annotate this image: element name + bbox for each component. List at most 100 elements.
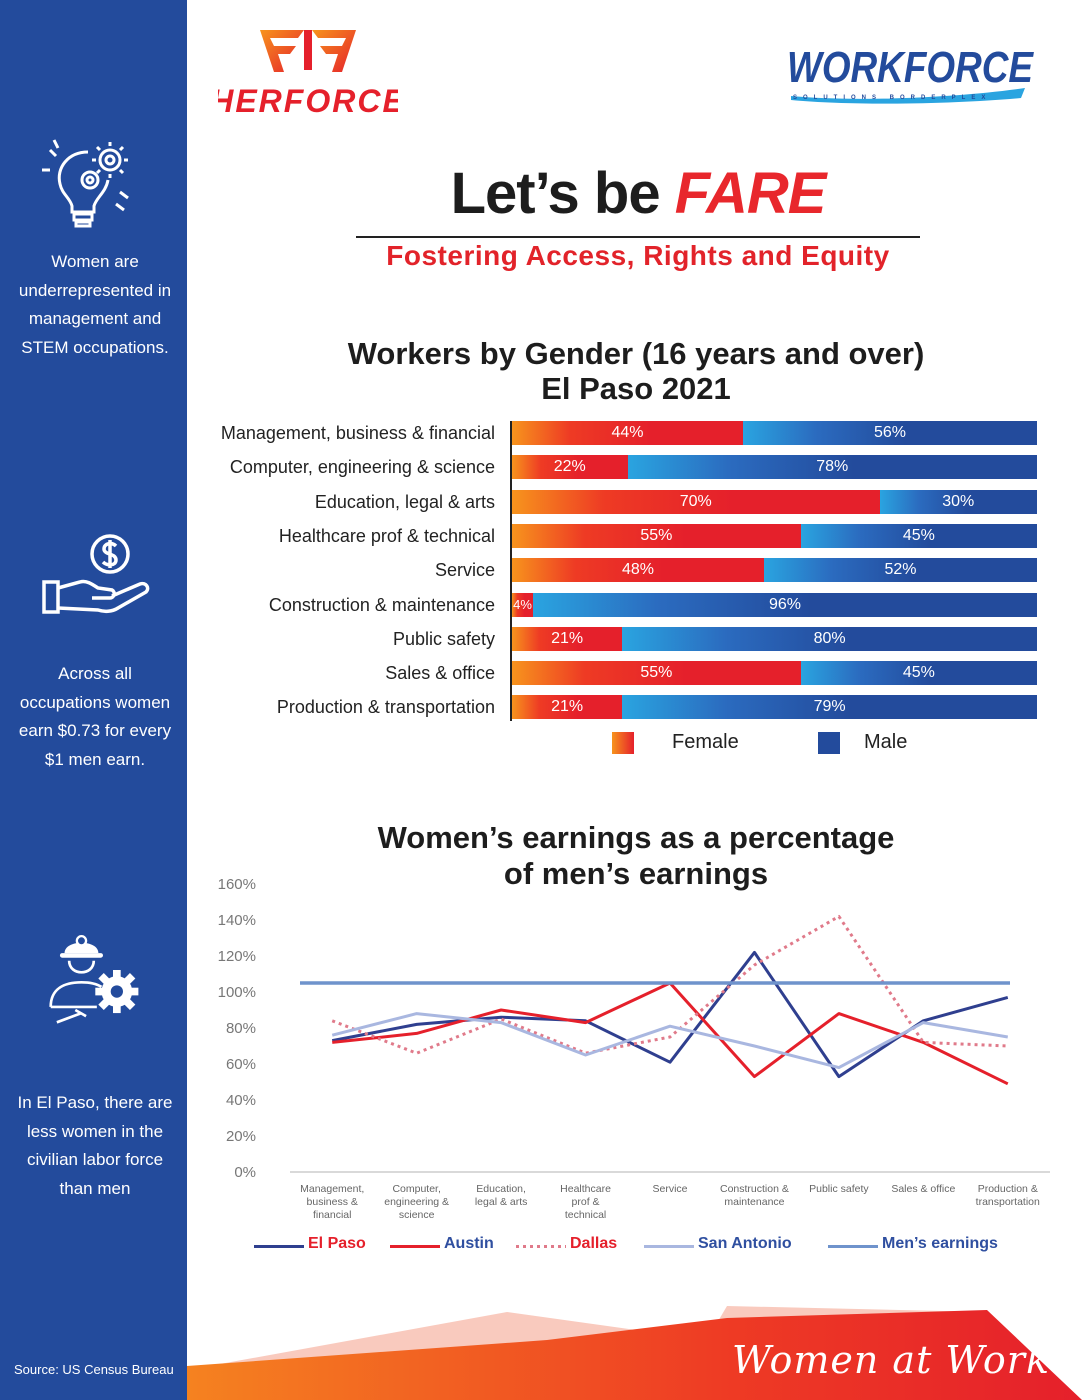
bar-track: 48% 52%	[512, 558, 1037, 583]
page-subtitle: Fostering Access, Rights and Equity	[386, 240, 890, 271]
bar-chart-title-line2: El Paso 2021	[541, 371, 731, 406]
source-note: Source: US Census Bureau	[14, 1362, 174, 1377]
bar-male-segment: 30%	[879, 489, 1037, 514]
series-line-el-paso	[331, 950, 1009, 1079]
bar-male-segment: 45%	[800, 523, 1037, 548]
lightbulb-gears-icon	[42, 139, 129, 228]
bar-female-segment: 48%	[512, 558, 764, 583]
fact-management-stem: Women are underrepresented in management…	[18, 252, 172, 357]
worker-gear-icon	[49, 935, 139, 1024]
bar-female-segment: 55%	[512, 661, 801, 686]
legend-label: Dallas	[570, 1235, 618, 1252]
legend-swatch	[254, 1245, 304, 1248]
bar-category-label: Healthcare prof & technical	[278, 525, 495, 546]
x-tick-label: Healthcare prof & technical	[560, 1183, 611, 1221]
bar-female-segment: 4%	[512, 592, 533, 617]
legend-label: Austin	[444, 1235, 494, 1252]
y-tick-label: 20%	[226, 1128, 256, 1145]
x-tick-label: Computer, engineering & science	[384, 1183, 449, 1221]
bar-row: Healthcare prof & technical 55% 45%	[190, 523, 1050, 549]
x-tick-label: Sales & office	[891, 1183, 955, 1195]
legend-label: El Paso	[308, 1235, 366, 1252]
legend-male-label: Male	[864, 731, 908, 753]
svg-text:SOLUTIONS BORDERPLEX: SOLUTIONS BORDERPLEX	[793, 95, 991, 101]
bar-category-label: Sales & office	[385, 663, 495, 684]
bar-track: 55% 45%	[512, 661, 1037, 686]
bar-category-label: Production & transportation	[276, 697, 495, 718]
x-tick-label: Management, business & financial	[300, 1183, 364, 1221]
footer-banner	[187, 1306, 1082, 1400]
bar-female-segment: 55%	[512, 523, 801, 548]
y-tick-label: 120%	[218, 948, 256, 965]
legend-male-swatch	[818, 732, 840, 754]
bar-row: Construction & maintenance 4% 96%	[190, 592, 1050, 618]
bar-male-segment: 80%	[622, 626, 1037, 651]
bar-category-label: Computer, engineering & science	[229, 457, 495, 478]
y-tick-label: 60%	[226, 1056, 256, 1073]
x-tick-label: Service	[652, 1183, 687, 1195]
fact-labor-force: In El Paso, there are less women in the …	[17, 1093, 173, 1198]
y-tick-label: 40%	[226, 1092, 256, 1109]
legend-label: San Antonio	[698, 1235, 792, 1252]
bar-male-segment: 56%	[743, 421, 1037, 445]
fact-earnings-gap: Across all occupations women earn $0.73 …	[18, 664, 172, 769]
y-tick-label: 140%	[218, 912, 256, 929]
hand-dollar-icon	[42, 534, 150, 614]
line-chart: 0% 20% 40% 60% 80% 100% 120% 140% 160% Management…	[218, 876, 1050, 1221]
bar-female-segment: 44%	[512, 421, 743, 445]
bar-row: Education, legal & arts 70% 30%	[190, 489, 1050, 515]
bar-male-segment: 52%	[764, 558, 1037, 583]
bar-category-label: Construction & maintenance	[268, 594, 495, 615]
legend-swatch	[828, 1245, 878, 1248]
bar-male-segment: 45%	[800, 661, 1037, 686]
bar-category-label: Management, business & financial	[220, 423, 495, 443]
bar-female-segment: 70%	[512, 489, 880, 514]
line-chart-title: Women’s earnings as a percentage of men’…	[377, 820, 895, 891]
x-tick-label: Construction & maintenance	[720, 1183, 789, 1208]
sidebar: Women are underrepresented in management…	[0, 0, 187, 1400]
bar-track: 21% 79%	[512, 695, 1037, 720]
bar-female-segment: 22%	[512, 455, 628, 480]
workforce-logo: WORKFORCE SOLUTIONS BORDERPLEX	[787, 43, 1034, 104]
herforce-logo: HERFORCE	[218, 30, 398, 119]
legend-label: Men’s earnings	[882, 1235, 998, 1252]
bar-row: Sales & office 55% 45%	[190, 660, 1050, 686]
bar-chart-title: Workers by Gender (16 years and over) El…	[300, 336, 972, 406]
legend-swatch	[390, 1245, 440, 1248]
x-tick-label: Education, legal & arts	[475, 1183, 528, 1208]
bar-track: 22% 78%	[512, 455, 1037, 480]
bar-row: Public safety 21% 80%	[190, 626, 1050, 652]
legend-swatch	[644, 1245, 694, 1248]
bar-chart-legend: Female Male	[612, 730, 1032, 756]
svg-text:HERFORCE: HERFORCE	[218, 83, 398, 119]
title-emphasis: FARE	[674, 161, 827, 226]
bar-male-segment: 96%	[533, 592, 1037, 617]
bar-category-label: Public safety	[392, 628, 495, 649]
y-tick-label: 80%	[226, 1020, 256, 1037]
series-line-dallas	[331, 914, 1008, 1055]
bar-row: Computer, engineering & science 22% 78%	[190, 454, 1050, 480]
bar-male-segment: 78%	[627, 455, 1037, 480]
footer-tagline: Women at Work	[732, 1338, 1050, 1382]
y-tick-label: 0%	[234, 1164, 256, 1181]
line-chart-legend: El Paso Austin Dallas San Antonio Men’s earn…	[250, 1233, 1050, 1259]
bar-row: Service 48% 52%	[190, 557, 1050, 583]
bar-track: 55% 45%	[512, 523, 1037, 548]
bar-row: Production & transportation 21% 79%	[190, 694, 1050, 720]
legend-swatch	[516, 1245, 566, 1248]
series-line-san-antonio	[331, 1012, 1009, 1070]
bar-track: 44% 56%	[512, 421, 1037, 445]
title-divider	[356, 236, 920, 238]
x-tick-label: Production & transportation	[976, 1183, 1040, 1208]
bar-chart-axis	[510, 421, 512, 721]
bar-category-label: Service	[434, 560, 495, 581]
y-tick-label: 160%	[218, 876, 256, 893]
bar-track: 4% 96%	[512, 592, 1037, 617]
page-title: Let’s be FARE	[358, 160, 918, 227]
x-tick-label: Public safety	[809, 1183, 869, 1195]
legend-female-label: Female	[672, 731, 739, 753]
legend-female-swatch	[612, 732, 634, 754]
stacked-bar-chart: Management, business & financial 44% 56% Co…	[190, 420, 1050, 730]
bar-female-segment: 21%	[512, 626, 623, 651]
svg-text:WORKFORCE: WORKFORCE	[787, 43, 1034, 92]
